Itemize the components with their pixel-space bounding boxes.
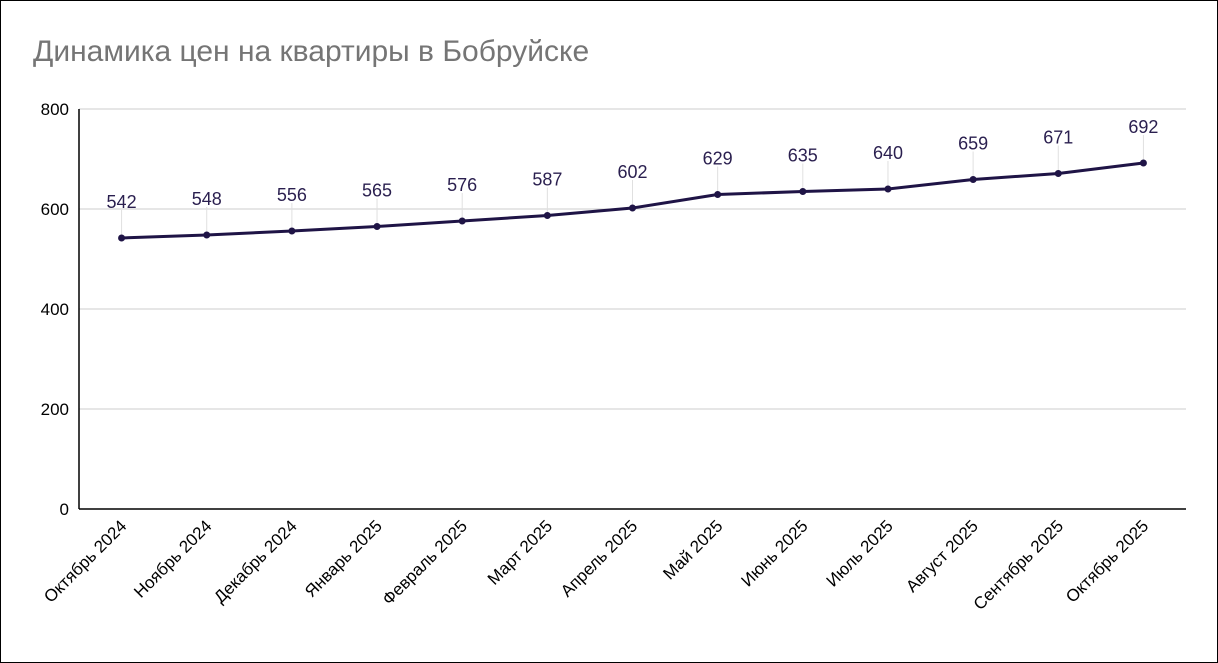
y-tick-label: 0 bbox=[60, 500, 69, 519]
x-tick-label: Сентябрь 2025 bbox=[970, 516, 1067, 613]
data-point bbox=[543, 212, 551, 219]
data-point bbox=[373, 223, 381, 230]
data-label: 640 bbox=[873, 143, 903, 163]
data-label: 556 bbox=[277, 185, 307, 205]
data-label: 565 bbox=[362, 181, 392, 201]
data-label: 629 bbox=[703, 149, 733, 169]
data-point bbox=[1139, 159, 1147, 167]
data-point bbox=[884, 185, 892, 193]
data-label: 671 bbox=[1043, 128, 1073, 148]
data-point bbox=[629, 204, 636, 212]
x-tick-label: Ноябрь 2024 bbox=[130, 516, 215, 601]
x-tick-label: Декабрь 2024 bbox=[210, 516, 300, 606]
y-tick-label: 600 bbox=[41, 200, 69, 219]
data-point bbox=[118, 234, 126, 242]
data-point bbox=[288, 227, 296, 235]
data-point bbox=[203, 231, 211, 239]
x-tick-label: Июль 2025 bbox=[823, 516, 897, 590]
data-label: 548 bbox=[192, 189, 222, 209]
y-tick-label: 200 bbox=[41, 400, 69, 419]
data-point bbox=[714, 191, 722, 198]
data-label: 602 bbox=[617, 162, 647, 182]
chart-title: Динамика цен на квартиры в Бобруйске bbox=[33, 35, 590, 68]
data-label: 635 bbox=[788, 146, 818, 166]
x-tick-label: Октябрь 2025 bbox=[1062, 516, 1152, 606]
data-label: 692 bbox=[1128, 117, 1158, 137]
x-tick-label: Март 2025 bbox=[484, 516, 556, 588]
data-point bbox=[1054, 170, 1062, 177]
data-label: 587 bbox=[532, 170, 562, 190]
data-label: 659 bbox=[958, 134, 988, 154]
x-tick-label: Июнь 2025 bbox=[738, 516, 812, 590]
x-tick-label: Февраль 2025 bbox=[379, 516, 471, 608]
x-tick-label: Октябрь 2024 bbox=[40, 516, 130, 606]
x-tick-label: Август 2025 bbox=[902, 516, 982, 596]
data-point bbox=[458, 217, 466, 225]
x-tick-label: Апрель 2025 bbox=[557, 516, 641, 600]
x-tick-label: Май 2025 bbox=[659, 516, 726, 583]
y-tick-label: 400 bbox=[41, 300, 69, 319]
data-label: 576 bbox=[447, 175, 477, 195]
x-tick-label: Январь 2025 bbox=[301, 516, 386, 601]
y-tick-label: 800 bbox=[41, 100, 69, 119]
data-point bbox=[799, 188, 807, 195]
data-label: 542 bbox=[107, 192, 137, 212]
data-point bbox=[969, 176, 977, 183]
